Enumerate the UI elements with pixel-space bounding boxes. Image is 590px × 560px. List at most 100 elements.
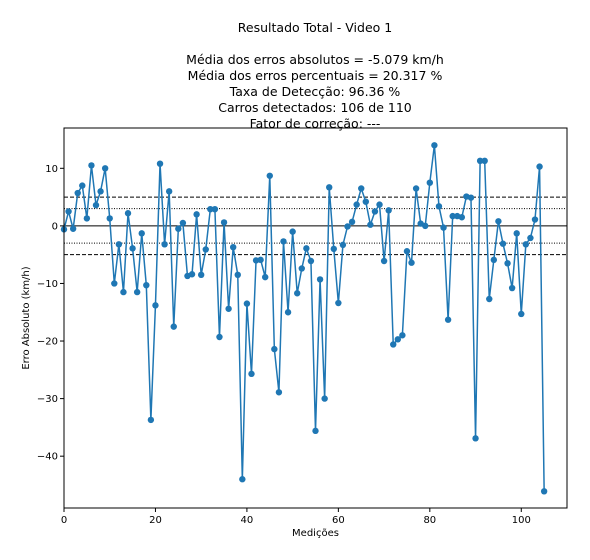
subtitle-correction-factor: Fator de correção: --- — [249, 116, 381, 131]
subtitle-detection-rate: Taxa de Detecção: 96.36 % — [229, 84, 401, 99]
data-point — [449, 212, 456, 220]
data-point — [284, 309, 292, 316]
data-point — [106, 215, 113, 222]
data-point — [348, 218, 356, 226]
data-point — [371, 208, 379, 215]
data-point — [321, 395, 328, 402]
data-point — [335, 299, 342, 307]
subtitle-cars-detected: Carros detectados: 106 de 110 — [218, 100, 412, 115]
data-point — [165, 188, 173, 195]
data-point — [248, 370, 255, 378]
y-tick-label: 0 — [52, 221, 58, 232]
x-tick-label: 0 — [61, 515, 67, 526]
data-point — [229, 243, 237, 251]
series-line-group — [63, 145, 545, 492]
data-point — [111, 280, 118, 287]
subtitle-mean-percent-error: Média dos erros percentuais = 20.317 % — [187, 68, 443, 83]
y-tick-label: −40 — [37, 452, 58, 463]
data-point — [467, 194, 475, 201]
x-tick-label: 40 — [241, 515, 254, 526]
data-point — [202, 246, 209, 253]
y-tick-label: −10 — [37, 279, 58, 290]
chart-title-block: Resultado Total - Video 1 Média dos erro… — [0, 20, 590, 132]
data-point — [412, 185, 420, 192]
data-point — [138, 230, 145, 237]
data-point — [133, 288, 141, 296]
data-point — [220, 219, 228, 226]
data-point — [435, 203, 443, 210]
data-point — [422, 222, 429, 230]
data-point — [79, 182, 86, 189]
data-point — [536, 163, 543, 170]
data-point — [440, 224, 447, 231]
reference-lines — [64, 196, 567, 256]
data-point — [289, 228, 296, 235]
data-point — [399, 332, 406, 339]
data-point — [257, 256, 264, 264]
data-point — [211, 205, 219, 213]
data-point — [74, 189, 81, 197]
data-point — [179, 219, 187, 227]
data-point — [504, 260, 511, 267]
data-point — [83, 215, 91, 222]
x-axis-ticks: 0 20 40 60 80 100 — [61, 508, 531, 526]
data-point — [486, 295, 493, 303]
data-point — [458, 214, 466, 221]
data-point — [175, 225, 182, 232]
series-points-group — [60, 142, 548, 495]
data-point — [97, 188, 104, 195]
data-point — [444, 316, 452, 323]
data-point — [294, 290, 301, 297]
data-point — [353, 201, 360, 208]
plot-frame — [63, 127, 568, 509]
data-point — [508, 284, 516, 292]
data-point — [426, 179, 434, 186]
data-point — [143, 281, 150, 289]
data-point — [499, 240, 507, 247]
data-point — [147, 416, 155, 424]
y-axis-label: Erro Absoluto (km/h) — [21, 266, 32, 369]
y-axis-ticks: 10 0 −10 −20 −30 −40 — [37, 164, 64, 463]
x-tick-label: 60 — [332, 515, 345, 526]
data-point — [303, 245, 310, 252]
data-point — [312, 427, 319, 435]
data-point — [307, 257, 315, 265]
data-point — [385, 207, 392, 214]
data-point — [152, 302, 159, 309]
data-point — [271, 345, 278, 353]
data-point — [262, 273, 269, 281]
data-point — [490, 256, 498, 264]
data-point — [540, 488, 548, 495]
data-point — [367, 221, 374, 228]
data-point — [431, 142, 438, 149]
data-point — [216, 333, 223, 341]
data-point — [243, 300, 251, 307]
data-point — [380, 257, 388, 265]
data-point — [513, 230, 520, 237]
data-point — [326, 184, 333, 191]
data-point — [225, 305, 232, 312]
data-point — [275, 389, 283, 396]
data-point — [266, 172, 273, 179]
data-point — [518, 310, 525, 318]
data-point — [481, 157, 488, 165]
data-point — [298, 265, 305, 272]
data-point — [339, 241, 347, 249]
data-point — [403, 248, 411, 255]
data-point — [330, 245, 337, 253]
x-tick-label: 20 — [149, 515, 162, 526]
data-point — [115, 241, 123, 248]
data-point — [65, 208, 72, 215]
subtitle-mean-absolute-error: Média dos erros absolutos = -5.079 km/h — [186, 52, 444, 67]
data-point — [69, 225, 77, 232]
data-point — [316, 276, 324, 283]
x-tick-label: 100 — [512, 515, 531, 526]
data-point — [156, 160, 164, 167]
y-tick-label: −20 — [37, 337, 58, 348]
data-point — [280, 238, 287, 245]
data-point — [170, 323, 177, 330]
data-point — [344, 223, 351, 230]
data-point — [197, 271, 205, 279]
data-point — [390, 341, 397, 348]
